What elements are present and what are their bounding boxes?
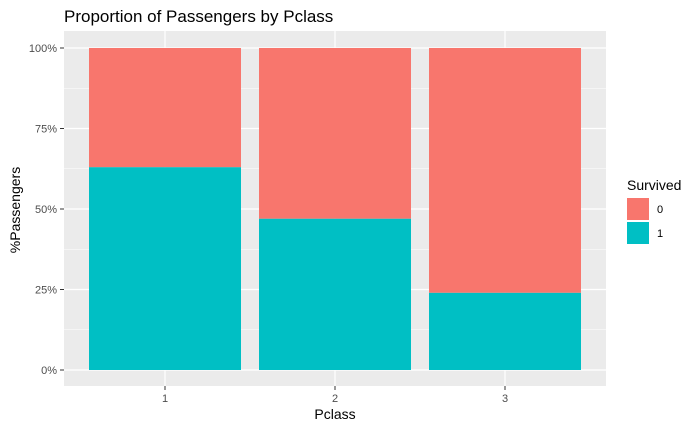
bar-segment-survived-0-pclass-2 bbox=[259, 48, 411, 219]
bar-segment-survived-0-pclass-1 bbox=[89, 48, 241, 168]
x-axis-title: Pclass bbox=[314, 406, 355, 422]
legend: Survived 0 1 bbox=[627, 177, 681, 244]
y-tick-label: 75% bbox=[35, 124, 57, 136]
y-tick-label: 100% bbox=[29, 43, 57, 55]
bar-segment-survived-1-pclass-1 bbox=[89, 167, 241, 370]
x-tick-label: 1 bbox=[162, 393, 168, 405]
legend-title: Survived bbox=[627, 177, 681, 193]
y-tick-label: 25% bbox=[35, 285, 57, 297]
bar-segment-survived-0-pclass-3 bbox=[429, 48, 581, 293]
legend-label-0: 0 bbox=[657, 204, 663, 216]
legend-swatch-0 bbox=[627, 198, 649, 220]
legend-label-1: 1 bbox=[657, 228, 663, 240]
y-axis: 0% 25% 50% 75% 100% bbox=[29, 43, 64, 377]
bars bbox=[89, 48, 581, 370]
y-axis-title: %Passengers bbox=[7, 167, 23, 253]
y-tick-label: 0% bbox=[41, 365, 57, 377]
x-tick-label: 2 bbox=[332, 393, 338, 405]
x-tick-label: 3 bbox=[502, 393, 508, 405]
chart-title: Proportion of Passengers by Pclass bbox=[64, 7, 333, 26]
bar-segment-survived-1-pclass-3 bbox=[429, 292, 581, 370]
x-axis: 1 2 3 bbox=[162, 386, 508, 405]
bar-segment-survived-1-pclass-2 bbox=[259, 218, 411, 370]
y-tick-label: 50% bbox=[35, 204, 57, 216]
legend-swatch-1 bbox=[627, 222, 649, 244]
